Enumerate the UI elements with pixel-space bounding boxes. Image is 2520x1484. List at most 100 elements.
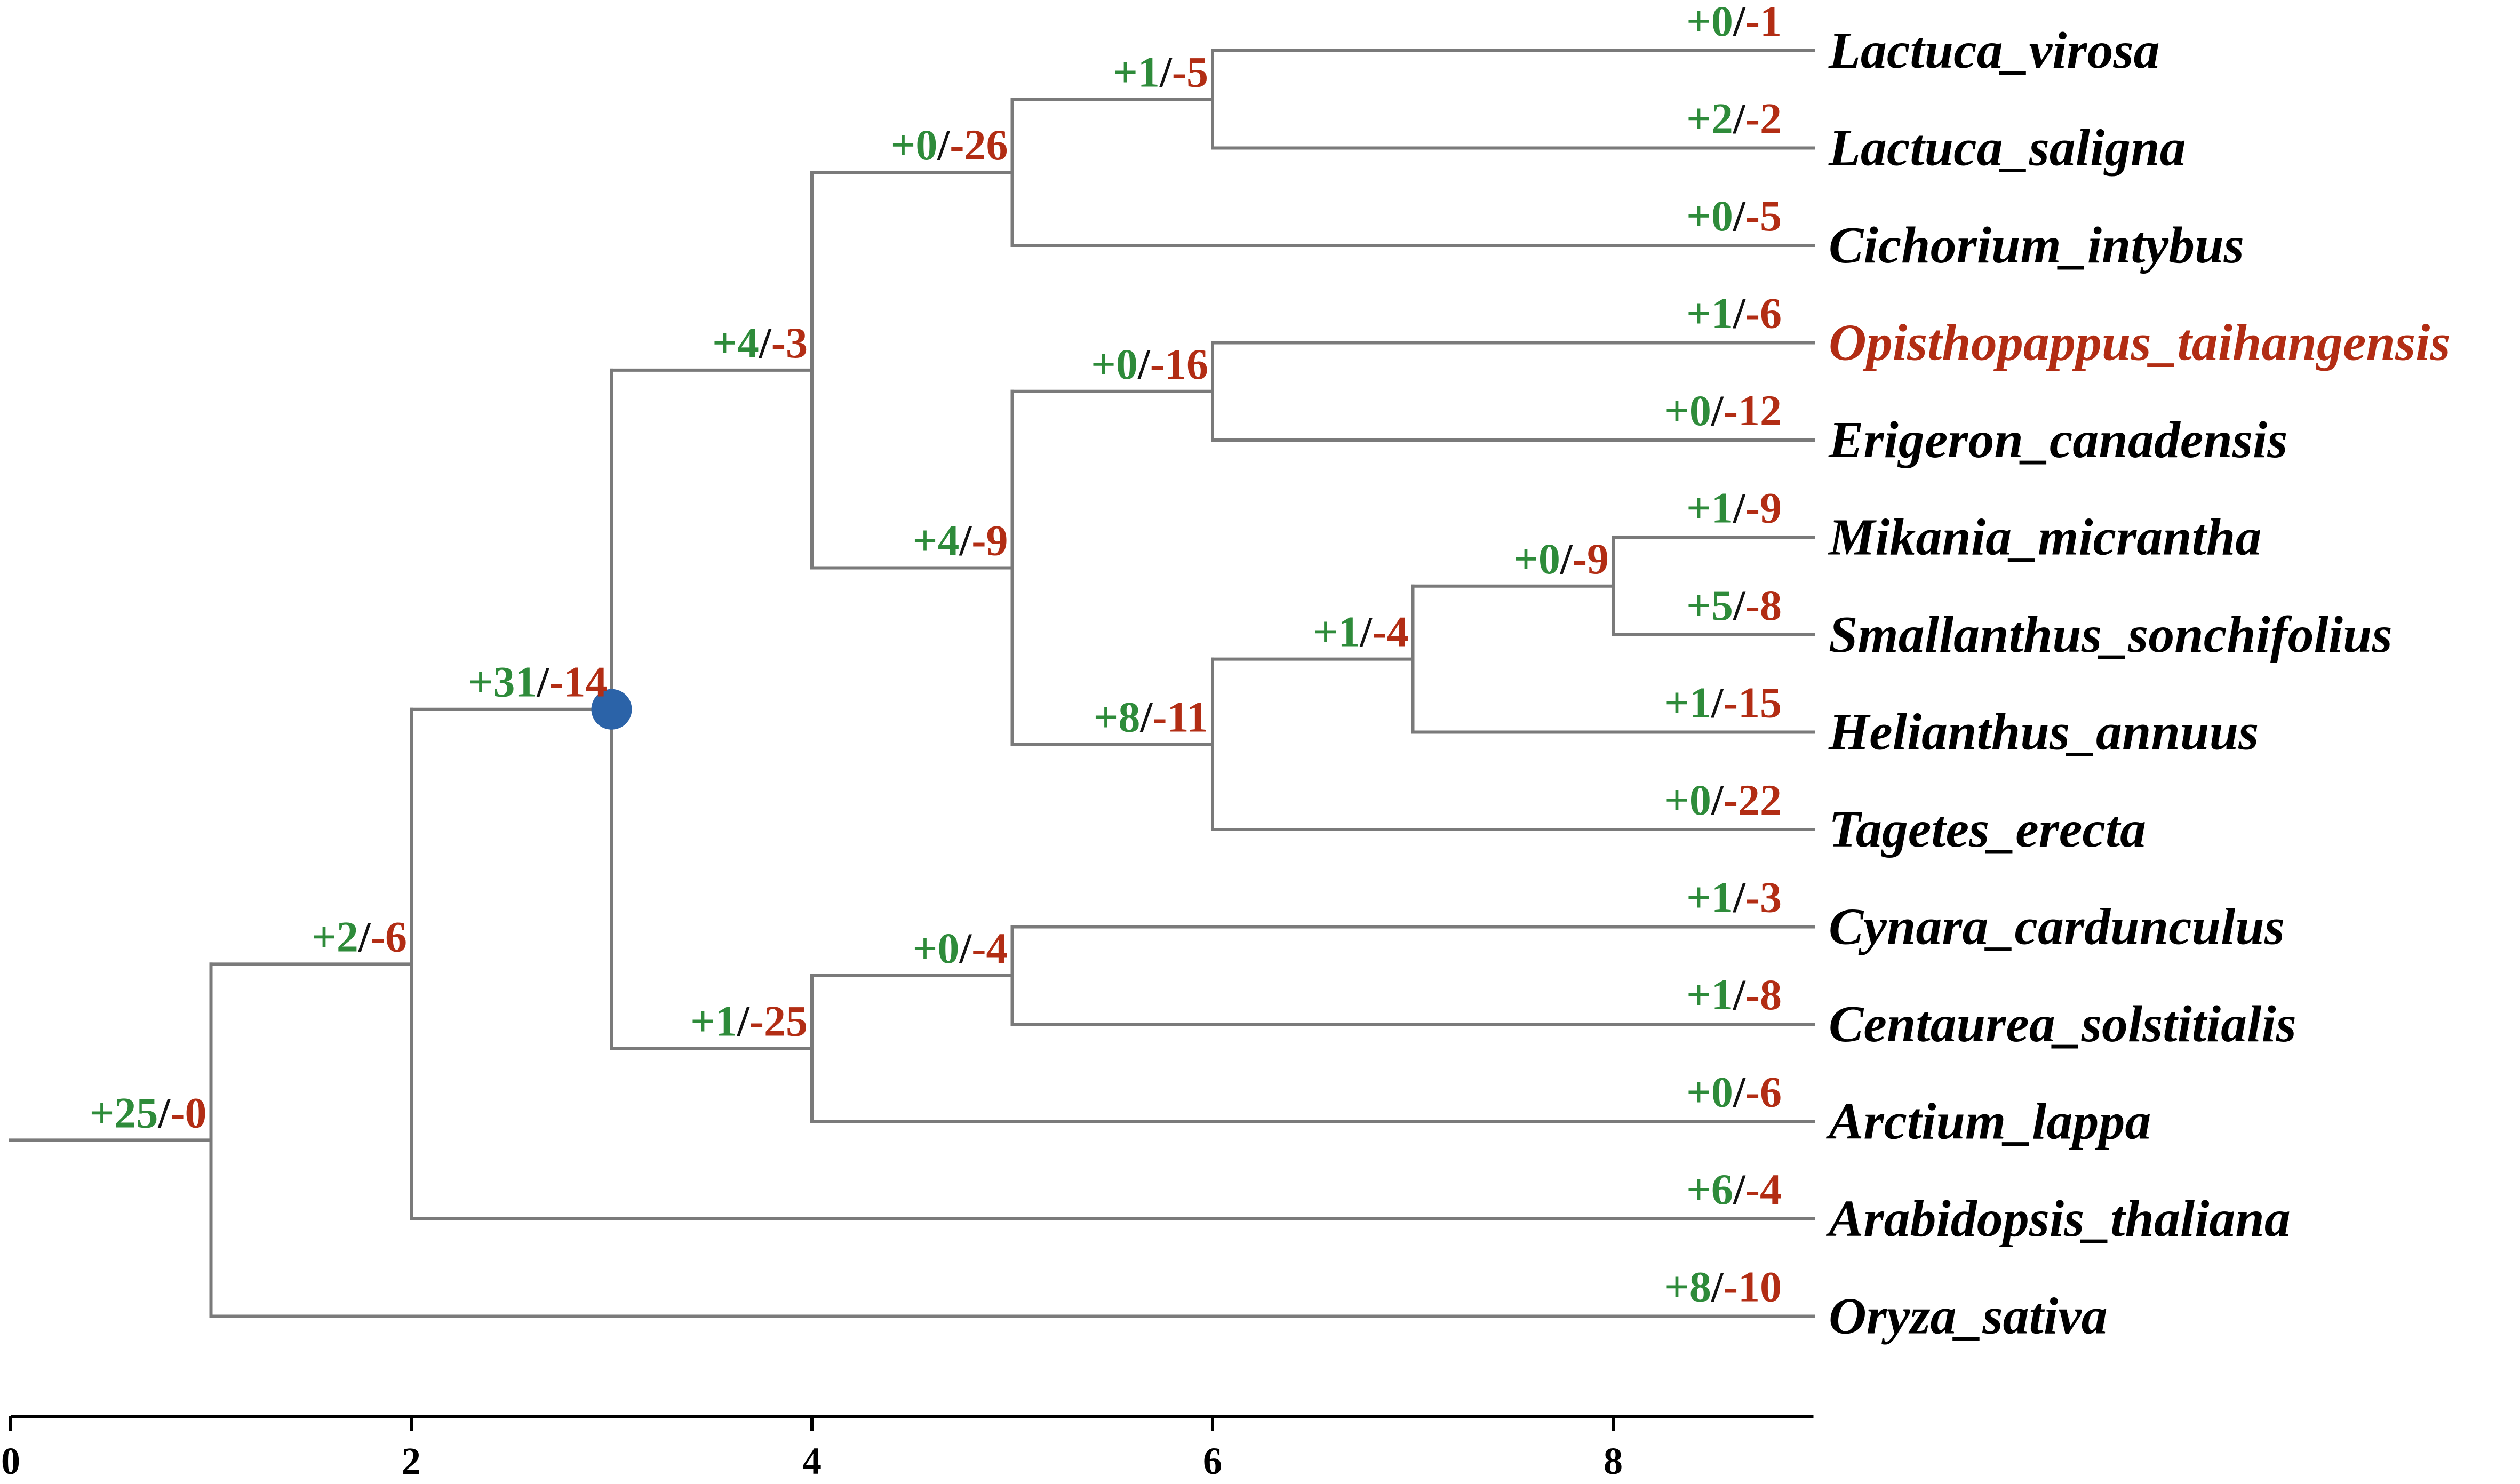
gain-value: +4: [913, 516, 960, 565]
taxon-label: Cichorium_intybus: [1829, 217, 2244, 274]
loss-value: -9: [971, 516, 1008, 565]
taxon-label: Lactuca_saligna: [1828, 119, 2186, 177]
separator: /: [1733, 289, 1746, 338]
separator: /: [1711, 1263, 1724, 1311]
loss-value: -9: [1573, 534, 1609, 583]
leaf-gain-loss-label: +0/-6: [1686, 1068, 1782, 1116]
separator: /: [959, 516, 972, 565]
node-gain-loss-label: +25/-0: [90, 1088, 207, 1137]
leaf-gain-loss-label: +1/-6: [1686, 289, 1782, 338]
node-gain-loss-label: +0/-4: [913, 924, 1008, 972]
loss-value: -4: [1372, 608, 1408, 656]
axis-tick-label: 4: [802, 1440, 822, 1482]
gain-value: +0: [1091, 340, 1138, 388]
separator: /: [536, 658, 549, 706]
separator: /: [1560, 534, 1573, 583]
separator: /: [1711, 776, 1724, 824]
gain-value: +0: [1664, 386, 1711, 435]
separator: /: [157, 1088, 171, 1137]
axis-tick-label: 2: [402, 1440, 421, 1482]
scale-axis: 0 2 4 6 8: [1, 1415, 1814, 1482]
leaf-gain-loss-label: +5/-8: [1686, 581, 1782, 629]
leaf-gain-loss-label: +0/-12: [1664, 386, 1782, 435]
node-marker: [591, 689, 632, 730]
axis-tick-label: 8: [1604, 1440, 1623, 1482]
separator: /: [937, 121, 950, 169]
gain-value: +1: [690, 997, 737, 1046]
loss-value: -5: [1172, 47, 1208, 96]
separator: /: [1733, 1068, 1746, 1116]
separator: /: [759, 318, 772, 367]
taxon-label: Lactuca_virosa: [1828, 22, 2160, 79]
node-gain-loss-label: +1/-25: [690, 997, 808, 1046]
loss-value: -16: [1150, 340, 1208, 388]
gain-value: +0: [1686, 0, 1733, 45]
taxon-label: Centaurea_solstitialis: [1829, 995, 2296, 1053]
loss-value: -4: [971, 924, 1008, 972]
node-gain-loss-label: +31/-14: [468, 658, 608, 706]
loss-value: -6: [1745, 1068, 1782, 1116]
loss-value: -6: [1745, 289, 1782, 338]
leaf-gain-loss-label: +8/-10: [1664, 1263, 1782, 1311]
gain-value: +1: [1313, 608, 1360, 656]
separator: /: [737, 997, 750, 1046]
loss-value: -3: [771, 318, 808, 367]
leaf-gain-loss-label: +0/-22: [1664, 776, 1782, 824]
node-gain-loss-label: +1/-4: [1313, 608, 1409, 656]
gain-value: +0: [891, 121, 938, 169]
loss-value: -3: [1745, 873, 1782, 922]
gain-value: +0: [1513, 534, 1560, 583]
tree-branches: [9, 49, 1815, 1318]
node-gain-loss-label: +2/-6: [312, 912, 407, 961]
separator: /: [1733, 192, 1746, 240]
leaf-gain-loss-label: +6/-4: [1686, 1165, 1782, 1214]
taxon-label: Oryza_sativa: [1829, 1288, 2108, 1345]
taxon-labels: Lactuca_virosa Lactuca_saligna Cichorium_i…: [1825, 22, 2450, 1345]
separator: /: [1733, 581, 1746, 629]
loss-value: -11: [1152, 692, 1208, 741]
axis-tick-label: 0: [1, 1440, 20, 1482]
node-gain-loss-label: +0/-26: [891, 121, 1008, 169]
gain-value: +4: [712, 318, 759, 367]
node-gain-loss-label: +4/-3: [712, 318, 808, 367]
leaf-gain-loss-label: +0/-5: [1686, 192, 1782, 240]
gain-value: +1: [1686, 873, 1733, 922]
loss-value: -2: [1745, 94, 1782, 143]
gain-value: +8: [1094, 692, 1141, 741]
node-gain-loss-label: +4/-9: [913, 516, 1008, 565]
gain-value: +2: [312, 912, 358, 961]
gain-value: +25: [90, 1088, 158, 1137]
separator: /: [1733, 1165, 1746, 1214]
separator: /: [1711, 386, 1724, 435]
gain-value: +1: [1686, 484, 1733, 532]
gain-value: +5: [1686, 581, 1733, 629]
loss-value: -22: [1724, 776, 1782, 824]
taxon-label: Opisthopappus_taihangensis: [1829, 314, 2450, 372]
gain-value: +1: [1686, 970, 1733, 1019]
loss-value: -6: [371, 912, 407, 961]
node-gain-loss-label: +0/-9: [1513, 534, 1609, 583]
leaf-gain-loss-label: +0/-1: [1686, 0, 1782, 45]
gain-value: +8: [1664, 1263, 1711, 1311]
leaf-gain-loss-label: +1/-15: [1664, 679, 1782, 727]
separator: /: [1359, 608, 1373, 656]
node-gain-loss-label: +0/-16: [1091, 340, 1208, 388]
gain-loss-labels: +25/-0+2/-6+31/-14+4/-3+0/-26+1/-5+4/-9+…: [90, 0, 1782, 1311]
node-gain-loss-label: +8/-11: [1094, 692, 1208, 741]
gain-value: +6: [1686, 1165, 1733, 1214]
separator: /: [1139, 692, 1153, 741]
separator: /: [1137, 340, 1151, 388]
taxon-label: Helianthus_annuus: [1828, 704, 2259, 761]
loss-value: -4: [1745, 1165, 1782, 1214]
gain-value: +1: [1686, 289, 1733, 338]
loss-value: -14: [549, 658, 607, 706]
leaf-gain-loss-label: +1/-8: [1686, 970, 1782, 1019]
separator: /: [1733, 970, 1746, 1019]
loss-value: -5: [1745, 192, 1782, 240]
loss-value: -9: [1745, 484, 1782, 532]
loss-value: -8: [1745, 581, 1782, 629]
separator: /: [1733, 0, 1746, 45]
separator: /: [1733, 94, 1746, 143]
loss-value: -12: [1724, 386, 1782, 435]
